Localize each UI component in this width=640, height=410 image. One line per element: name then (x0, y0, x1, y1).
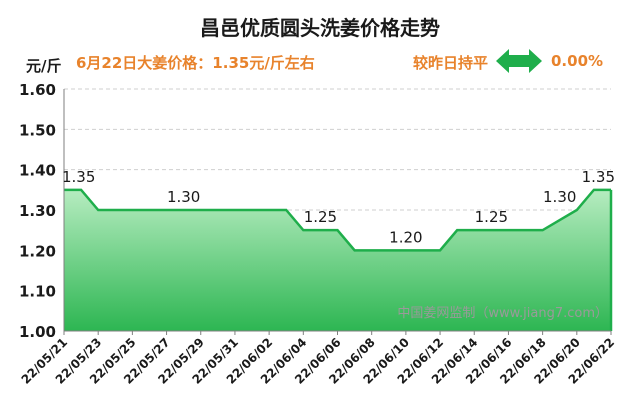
y-tick-label: 1.40 (19, 162, 56, 180)
chart-title: 昌邑优质圆头洗姜价格走势 (200, 16, 440, 40)
y-tick-label: 1.10 (19, 283, 56, 301)
y-axis-unit: 元/斤 (26, 57, 62, 75)
change-label: 较昨日持平 (413, 54, 489, 72)
y-tick-label: 1.30 (19, 202, 56, 220)
double-arrow-icon (496, 49, 542, 73)
data-label: 1.25 (304, 208, 337, 226)
watermark: 中国姜网监制（www.jiang7.com） (397, 306, 608, 321)
data-label: 1.25 (475, 208, 508, 226)
y-tick-label: 1.00 (19, 323, 56, 341)
price-line (64, 188, 611, 252)
data-label: 1.20 (389, 228, 422, 246)
y-tick-label: 1.50 (19, 121, 56, 139)
y-tick-label: 1.20 (19, 242, 56, 260)
data-label: 1.30 (543, 188, 576, 206)
data-label: 1.35 (62, 168, 95, 186)
change-value: 0.00% (551, 52, 604, 70)
price-note: 6月22日大姜价格：1.35元/斤左右 (76, 54, 315, 72)
data-label: 1.35 (582, 168, 615, 186)
data-label: 1.30 (167, 188, 200, 206)
price-area (64, 189, 611, 331)
y-tick-label: 1.60 (19, 81, 56, 99)
